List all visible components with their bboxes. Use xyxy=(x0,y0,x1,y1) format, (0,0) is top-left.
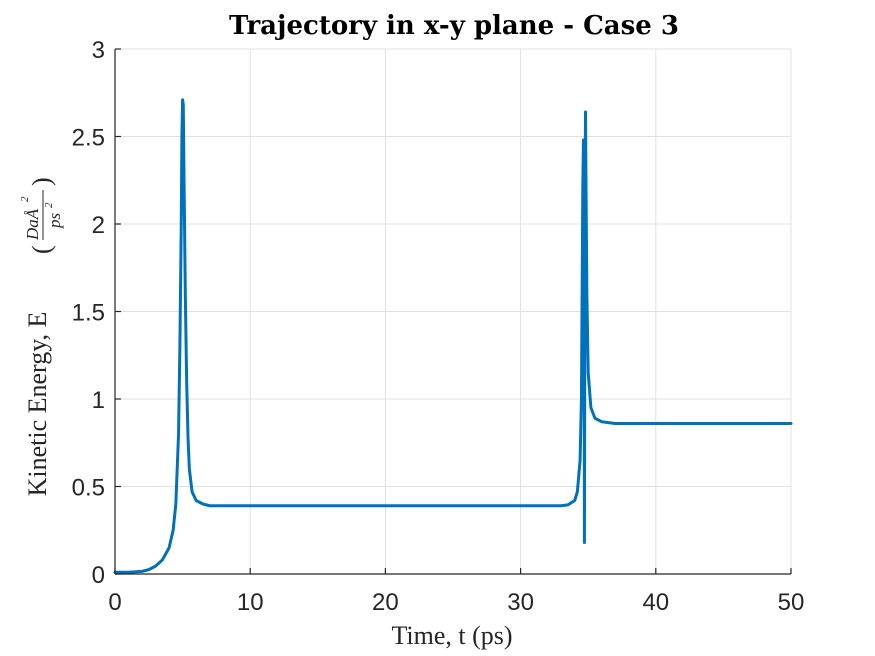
tick-labels: 0 10 20 30 40 50 0 0.5 1 1.5 2 2.5 3 xyxy=(72,37,805,616)
y-tick-label: 3 xyxy=(92,37,105,64)
x-tick-label: 30 xyxy=(507,589,534,616)
y-unit-close-paren: ) xyxy=(27,177,56,186)
x-tick-label: 20 xyxy=(372,589,399,616)
y-tick-label: 2.5 xyxy=(72,125,105,152)
y-tick-label: 2 xyxy=(92,212,105,239)
series-line xyxy=(113,98,793,574)
x-tick-label: 10 xyxy=(237,589,264,616)
chart-title: Trajectory in x-y plane - Case 3 xyxy=(229,11,679,41)
x-tick-label: 50 xyxy=(778,589,805,616)
x-tick-label: 0 xyxy=(108,589,121,616)
y-unit-denominator: ps xyxy=(45,213,64,230)
x-axis-label: Time, t (ps) xyxy=(391,621,512,650)
y-axis-unit: ( DaÅ 2 ps 2 ) xyxy=(19,177,64,254)
y-tick-label: 0.5 xyxy=(72,475,105,502)
axes xyxy=(114,48,792,575)
x-tick-label: 40 xyxy=(642,589,669,616)
series-group xyxy=(113,98,793,574)
y-axis-label: Kinetic Energy, E xyxy=(23,312,52,497)
y-tick-label: 0 xyxy=(92,562,105,589)
y-unit-numerator: DaÅ xyxy=(23,208,42,241)
y-tick-label: 1.5 xyxy=(72,300,105,327)
grid xyxy=(114,48,792,575)
y-tick-label: 1 xyxy=(92,387,105,414)
y-unit-denominator-exp: 2 xyxy=(43,202,55,208)
y-axis-label-group: Kinetic Energy, E ( DaÅ 2 ps 2 ) xyxy=(19,177,64,496)
y-unit-numerator-exp: 2 xyxy=(19,196,31,202)
y-unit-open-paren: ( xyxy=(27,245,56,254)
